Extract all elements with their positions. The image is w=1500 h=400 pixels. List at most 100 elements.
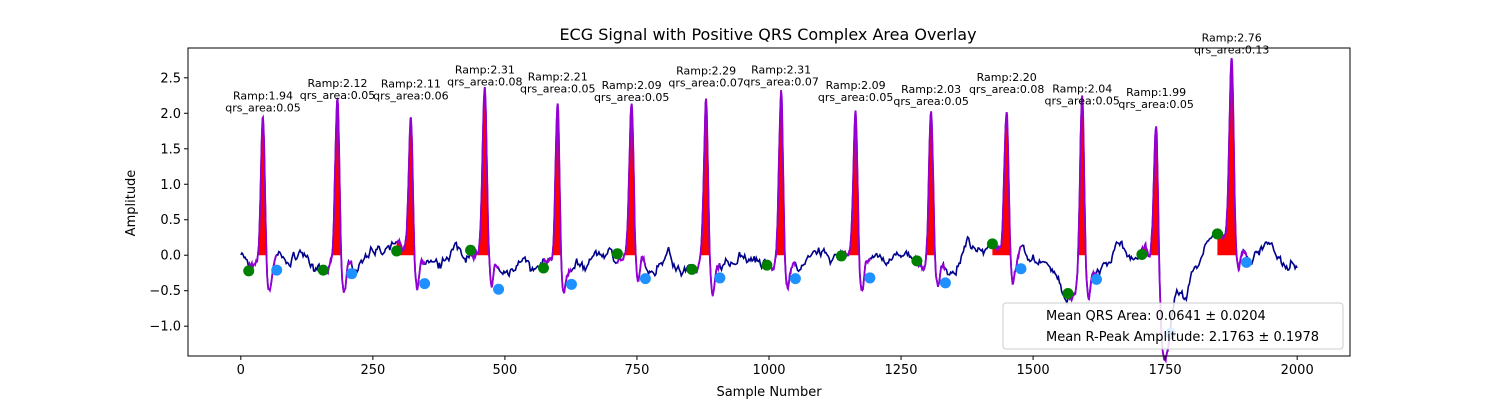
axes: 0 250 500 750 1000 1250 1500 1750 2000 −1.0 −0.5 0.… <box>149 47 1351 378</box>
qrs-onset-marker <box>686 263 698 275</box>
qrs-area-label: qrs_area:0.05 <box>520 82 595 95</box>
qrs-area-fill <box>766 90 786 256</box>
qrs-segment-line <box>1141 126 1172 364</box>
legend-entry-r-peak-amplitude: Mean R-Peak Amplitude: 2.1763 ± 0.1978 <box>1046 330 1319 345</box>
qrs-area-fill <box>396 117 416 256</box>
qrs-area-fill <box>248 117 268 256</box>
r-peak-amplitude-label: Ramp:2.76 <box>1202 31 1262 44</box>
qrs-segment-line <box>616 103 647 283</box>
qrs-area-fill <box>1141 126 1161 256</box>
qrs-onset-marker <box>611 248 623 260</box>
legend-box <box>1002 302 1344 350</box>
qrs-onset-marker <box>243 265 255 277</box>
qrs-area-fill <box>841 110 860 256</box>
chart-title: ECG Signal with Positive QRS Complex Are… <box>559 25 976 44</box>
qrs-area-label: qrs_area:0.05 <box>594 91 669 104</box>
qrs-area-fill <box>543 103 562 256</box>
qrs-onset-marker <box>537 262 549 274</box>
y-axis-label: Amplitude <box>124 170 139 237</box>
r-peak-amplitude-label: Ramp:2.03 <box>901 83 961 96</box>
qrs-area-fill <box>1217 58 1236 256</box>
r-peak-amplitude-label: Ramp:2.21 <box>528 70 588 83</box>
qrs-area-label: qrs_area:0.07 <box>668 77 743 90</box>
qrs-onset-marker <box>986 238 998 250</box>
x-axis-label: Sample Number <box>716 385 822 400</box>
qrs-offset-marker <box>789 273 801 285</box>
plot-area: Ramp:1.94qrs_area:0.05Ramp:2.12qrs_area:… <box>225 31 1298 364</box>
qrs-area-label: qrs_area:0.05 <box>300 89 375 102</box>
qrs-offset-marker <box>346 268 358 280</box>
qrs-area-label: qrs_area:0.05 <box>893 95 968 108</box>
r-peak-amplitude-label: Ramp:2.11 <box>381 77 441 90</box>
qrs-area-fill <box>323 97 342 256</box>
x-tick-label: 1000 <box>752 363 785 378</box>
qrs-onset-marker <box>1136 249 1148 261</box>
qrs-offset-marker <box>419 278 431 290</box>
qrs-offset-marker <box>864 272 876 284</box>
qrs-area-label: qrs_area:0.07 <box>743 75 818 88</box>
y-tick-label: −0.5 <box>149 284 181 299</box>
qrs-area-fill <box>691 98 711 256</box>
qrs-offset-marker <box>639 273 651 285</box>
qrs-area-label: qrs_area:0.05 <box>225 102 300 115</box>
y-tick-label: −1.0 <box>149 320 181 335</box>
qrs-offset-marker <box>1240 256 1252 268</box>
qrs-area-label: qrs_area:0.05 <box>1118 98 1193 111</box>
qrs-area-label: qrs_area:0.05 <box>818 91 893 104</box>
r-peak-amplitude-label: Ramp:2.09 <box>602 79 662 92</box>
qrs-segment-line <box>916 111 947 287</box>
qrs-area-fill <box>1068 95 1087 256</box>
r-peak-amplitude-label: Ramp:2.29 <box>676 65 736 78</box>
qrs-area-fill <box>470 87 490 256</box>
x-tick-label: 1250 <box>884 363 917 378</box>
legend-entry-qrs-area: Mean QRS Area: 0.0641 ± 0.0204 <box>1046 309 1266 324</box>
qrs-onset-marker <box>465 244 477 256</box>
r-peak-amplitude-label: Ramp:2.09 <box>826 79 886 92</box>
qrs-area-fill <box>617 103 636 256</box>
qrs-area-label: qrs_area:0.13 <box>1194 43 1269 56</box>
qrs-offset-marker <box>1090 273 1102 285</box>
y-tick-label: 2.5 <box>160 71 181 86</box>
x-tick-label: 500 <box>492 363 517 378</box>
r-peak-amplitude-label: Ramp:2.04 <box>1052 82 1112 95</box>
r-peak-amplitude-label: Ramp:2.12 <box>307 77 367 90</box>
qrs-onset-marker <box>911 255 923 267</box>
x-tick-label: 1500 <box>1017 363 1050 378</box>
qrs-offset-marker <box>271 264 283 276</box>
y-tick-label: 2.0 <box>160 107 181 122</box>
qrs-area-fill <box>916 111 936 256</box>
y-tick-label: 1.0 <box>160 178 181 193</box>
qrs-onset-marker <box>835 250 847 262</box>
qrs-segment-line <box>469 87 500 288</box>
qrs-onset-marker <box>1062 288 1074 300</box>
qrs-onset-marker <box>391 245 403 257</box>
qrs-onset-marker <box>761 259 773 271</box>
qrs-area-label: qrs_area:0.05 <box>1044 94 1119 107</box>
qrs-offset-marker <box>714 272 726 284</box>
y-tick-label: 0.0 <box>160 249 181 264</box>
r-peak-amplitude-label: Ramp:1.94 <box>233 90 293 103</box>
qrs-offset-marker <box>493 283 505 295</box>
r-peak-amplitude-label: Ramp:2.20 <box>977 71 1037 84</box>
r-peak-amplitude-label: Ramp:1.99 <box>1126 86 1186 99</box>
qrs-segment-line <box>396 117 426 291</box>
legend: Mean QRS Area: 0.0641 ± 0.0204 Mean R-Pe… <box>1002 302 1344 350</box>
qrs-onset-marker <box>317 264 329 276</box>
x-tick-label: 750 <box>625 363 650 378</box>
qrs-area-label: qrs_area:0.08 <box>447 75 522 88</box>
r-peak-amplitude-label: Ramp:2.31 <box>751 63 811 76</box>
